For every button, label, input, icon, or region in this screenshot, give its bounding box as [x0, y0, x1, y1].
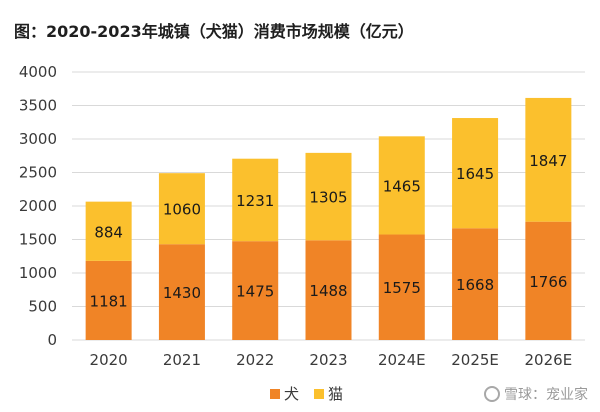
- watermark-text: 雪球：宠业家: [504, 387, 588, 403]
- bars: 1181 884 1430 1060 1475 1231 1488 1305 1575 1465 1…: [85, 97, 572, 340]
- bar-segment: [232, 158, 279, 242]
- x-tick-label: 2023: [309, 351, 347, 369]
- data-label: 1668: [456, 276, 494, 294]
- bar-segment: [305, 152, 352, 241]
- data-label: 884: [94, 223, 123, 241]
- data-label: 1475: [236, 283, 274, 301]
- y-tick-label: 500: [28, 298, 57, 316]
- y-tick-label: 3500: [19, 97, 57, 115]
- legend-swatch: [270, 389, 280, 399]
- y-tick-label: 2500: [19, 164, 57, 182]
- data-label: 1465: [383, 177, 421, 195]
- legend-label: 猫: [328, 385, 343, 403]
- data-label: 1847: [529, 152, 567, 170]
- x-tick-label: 2024E: [378, 351, 426, 369]
- data-label: 1430: [163, 284, 201, 302]
- legend-label: 犬: [284, 385, 299, 403]
- bar-segment: [452, 118, 499, 229]
- y-tick-label: 1000: [19, 264, 57, 282]
- bar-segment: [305, 240, 352, 340]
- y-axis-ticks: 0 500 1000 1500 2000 2500 3000 3500 4000: [19, 63, 57, 349]
- x-tick-label: 2020: [90, 351, 128, 369]
- bar-segment: [378, 136, 425, 235]
- bar-segment: [452, 228, 499, 340]
- bar-segment: [85, 201, 132, 261]
- y-tick-label: 3000: [19, 130, 57, 148]
- bar-segment: [378, 234, 425, 340]
- watermark: 雪球：宠业家: [484, 384, 588, 404]
- x-axis-ticks: 2020 2021 2022 2023 2024E 2025E 2026E: [90, 351, 573, 369]
- data-label: 1575: [383, 279, 421, 297]
- bar-segment: [525, 221, 572, 340]
- y-tick-label: 0: [47, 331, 57, 349]
- legend: 犬猫: [270, 385, 343, 403]
- data-label: 1645: [456, 165, 494, 183]
- bar-segment: [525, 97, 572, 222]
- x-tick-label: 2022: [236, 351, 274, 369]
- data-label: 1488: [309, 282, 347, 300]
- x-tick-label: 2021: [163, 351, 201, 369]
- y-tick-label: 4000: [19, 63, 57, 81]
- bar-segment: [158, 244, 205, 340]
- data-label: 1231: [236, 192, 274, 210]
- y-tick-label: 2000: [19, 197, 57, 215]
- x-tick-label: 2025E: [451, 351, 499, 369]
- data-label: 1060: [163, 201, 201, 219]
- data-label: 1181: [90, 292, 128, 310]
- chart-title: 图：2020-2023年城镇（犬猫）消费市场规模（亿元）: [14, 22, 414, 41]
- bar-segment: [85, 260, 132, 340]
- data-label: 1766: [529, 273, 567, 291]
- data-label: 1305: [309, 189, 347, 207]
- legend-swatch: [314, 389, 324, 399]
- bar-segment: [158, 173, 205, 245]
- y-tick-label: 1500: [19, 231, 57, 249]
- bar-segment: [232, 241, 279, 340]
- snowball-logo-icon: [484, 386, 500, 402]
- x-tick-label: 2026E: [525, 351, 573, 369]
